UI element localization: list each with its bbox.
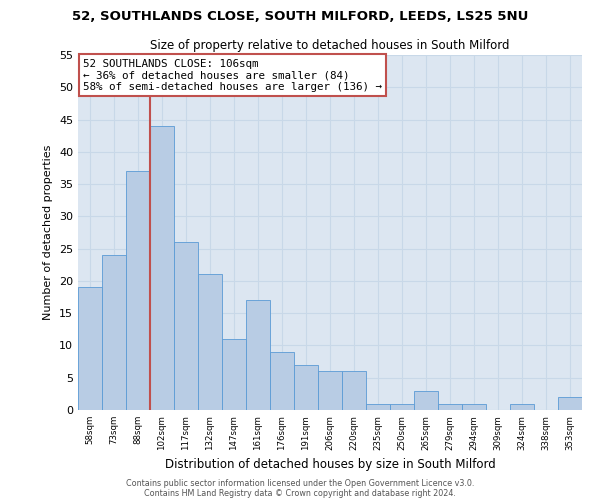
Bar bbox=[390, 404, 414, 410]
Bar bbox=[510, 404, 534, 410]
Bar bbox=[462, 404, 486, 410]
Bar bbox=[150, 126, 174, 410]
Bar bbox=[270, 352, 294, 410]
Bar bbox=[294, 365, 318, 410]
Bar bbox=[174, 242, 198, 410]
Bar bbox=[126, 171, 150, 410]
Bar bbox=[318, 372, 342, 410]
Bar bbox=[246, 300, 270, 410]
Bar bbox=[102, 255, 126, 410]
Bar bbox=[438, 404, 462, 410]
Bar bbox=[414, 390, 438, 410]
Bar bbox=[198, 274, 222, 410]
Bar bbox=[342, 372, 366, 410]
Text: 52, SOUTHLANDS CLOSE, SOUTH MILFORD, LEEDS, LS25 5NU: 52, SOUTHLANDS CLOSE, SOUTH MILFORD, LEE… bbox=[72, 10, 528, 23]
Text: Contains public sector information licensed under the Open Government Licence v3: Contains public sector information licen… bbox=[126, 479, 474, 488]
Bar bbox=[366, 404, 390, 410]
X-axis label: Distribution of detached houses by size in South Milford: Distribution of detached houses by size … bbox=[164, 458, 496, 471]
Bar bbox=[78, 288, 102, 410]
Title: Size of property relative to detached houses in South Milford: Size of property relative to detached ho… bbox=[150, 40, 510, 52]
Text: Contains HM Land Registry data © Crown copyright and database right 2024.: Contains HM Land Registry data © Crown c… bbox=[144, 488, 456, 498]
Y-axis label: Number of detached properties: Number of detached properties bbox=[43, 145, 53, 320]
Text: 52 SOUTHLANDS CLOSE: 106sqm
← 36% of detached houses are smaller (84)
58% of sem: 52 SOUTHLANDS CLOSE: 106sqm ← 36% of det… bbox=[83, 58, 382, 92]
Bar bbox=[222, 339, 246, 410]
Bar bbox=[558, 397, 582, 410]
